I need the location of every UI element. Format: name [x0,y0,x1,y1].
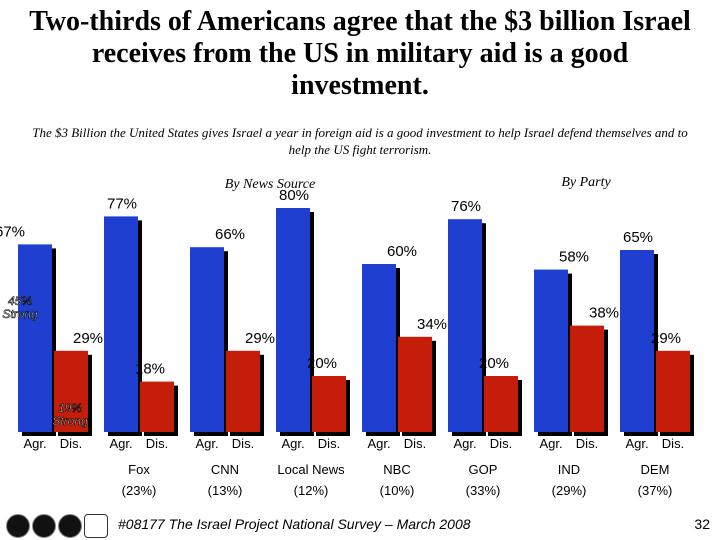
series-label-disagree: Dis. [662,436,684,451]
bar-disagree-local-news [312,376,346,432]
category-sublabel: (33%) [466,483,501,498]
footer-survey-label: #08177 The Israel Project National Surve… [118,516,471,532]
bar-disagree-ind [570,325,604,432]
data-label-disagree: 38% [589,305,619,322]
logo-icon [58,514,82,538]
category-sublabel: (13%) [208,483,243,498]
data-label-agree: 80% [279,187,309,204]
series-label-agree: Agr. [367,436,390,451]
bar-agree-fox [104,216,138,432]
bar-agree-total [18,244,52,432]
strong-disagree-label: Strong [52,414,88,428]
logo-icon [32,514,56,538]
series-label-agree: Agr. [195,436,218,451]
section-label-party: By Party [561,175,611,190]
series-label-disagree: Dis. [490,436,512,451]
bar-agree-ind [534,269,568,432]
data-label-agree: 76% [451,198,481,215]
question-text: The $3 Billion the United States gives I… [32,125,688,157]
category-label: IND [558,462,580,477]
bar-agree-cnn [190,247,224,432]
category-sublabel: (29%) [552,483,587,498]
series-label-disagree: Dis. [404,436,426,451]
category-sublabel: (12%) [294,483,329,498]
data-label-agree: 60% [387,243,417,260]
data-label-disagree: 20% [307,355,337,372]
data-label-disagree: 29% [73,330,103,347]
data-label-agree: 66% [215,226,245,243]
page-number: 32 [694,516,710,532]
bar-agree-gop [448,219,482,432]
data-label-disagree: 18% [135,361,165,378]
series-label-disagree: Dis. [232,436,254,451]
data-label-disagree: 20% [479,355,509,372]
bar-disagree-total [54,350,88,432]
category-label: GOP [469,462,498,477]
series-label-disagree: Dis. [576,436,598,451]
bar-disagree-cnn [226,350,260,432]
data-label-disagree: 29% [651,330,681,347]
data-label-disagree: 34% [417,316,447,333]
section-label-news-source: By News Source [225,177,315,192]
strong-agree-value: 45% [8,294,32,308]
category-label: Fox [128,462,150,477]
category-label: NBC [383,462,410,477]
data-label-agree: 77% [107,195,137,212]
category-label: CNN [211,462,239,477]
data-label-agree: 67% [0,223,25,240]
series-label-agree: Agr. [23,436,46,451]
series-label-agree: Agr. [281,436,304,451]
bar-agree-local-news [276,208,310,432]
bar-disagree-gop [484,376,518,432]
strong-disagree-value: 19% [58,401,82,415]
chart-title: Two-thirds of Americans agree that the $… [29,6,691,101]
series-label-agree: Agr. [539,436,562,451]
bar-disagree-fox [140,381,174,432]
series-label-disagree: Dis. [318,436,340,451]
category-sublabel: (10%) [380,483,415,498]
series-label-agree: Agr. [453,436,476,451]
category-sublabel: (23%) [122,483,157,498]
logo-icon [6,514,30,538]
category-sublabel: (37%) [638,483,673,498]
series-label-agree: Agr. [109,436,132,451]
series-label-disagree: Dis. [146,436,168,451]
category-label: DEM [641,462,670,477]
strong-agree-label: Strong [2,307,38,321]
footer: #08177 The Israel Project National Surve… [0,510,720,540]
series-label-agree: Agr. [625,436,648,451]
data-label-agree: 58% [559,249,589,266]
bar-disagree-dem [656,350,690,432]
data-label-agree: 65% [623,229,653,246]
organization-logo [84,514,108,538]
category-label: Local News [277,462,345,477]
bar-agree-nbc [362,264,396,432]
bar-agree-dem [620,250,654,432]
series-label-disagree: Dis. [60,436,82,451]
data-label-disagree: 29% [245,330,275,347]
bar-disagree-nbc [398,336,432,432]
